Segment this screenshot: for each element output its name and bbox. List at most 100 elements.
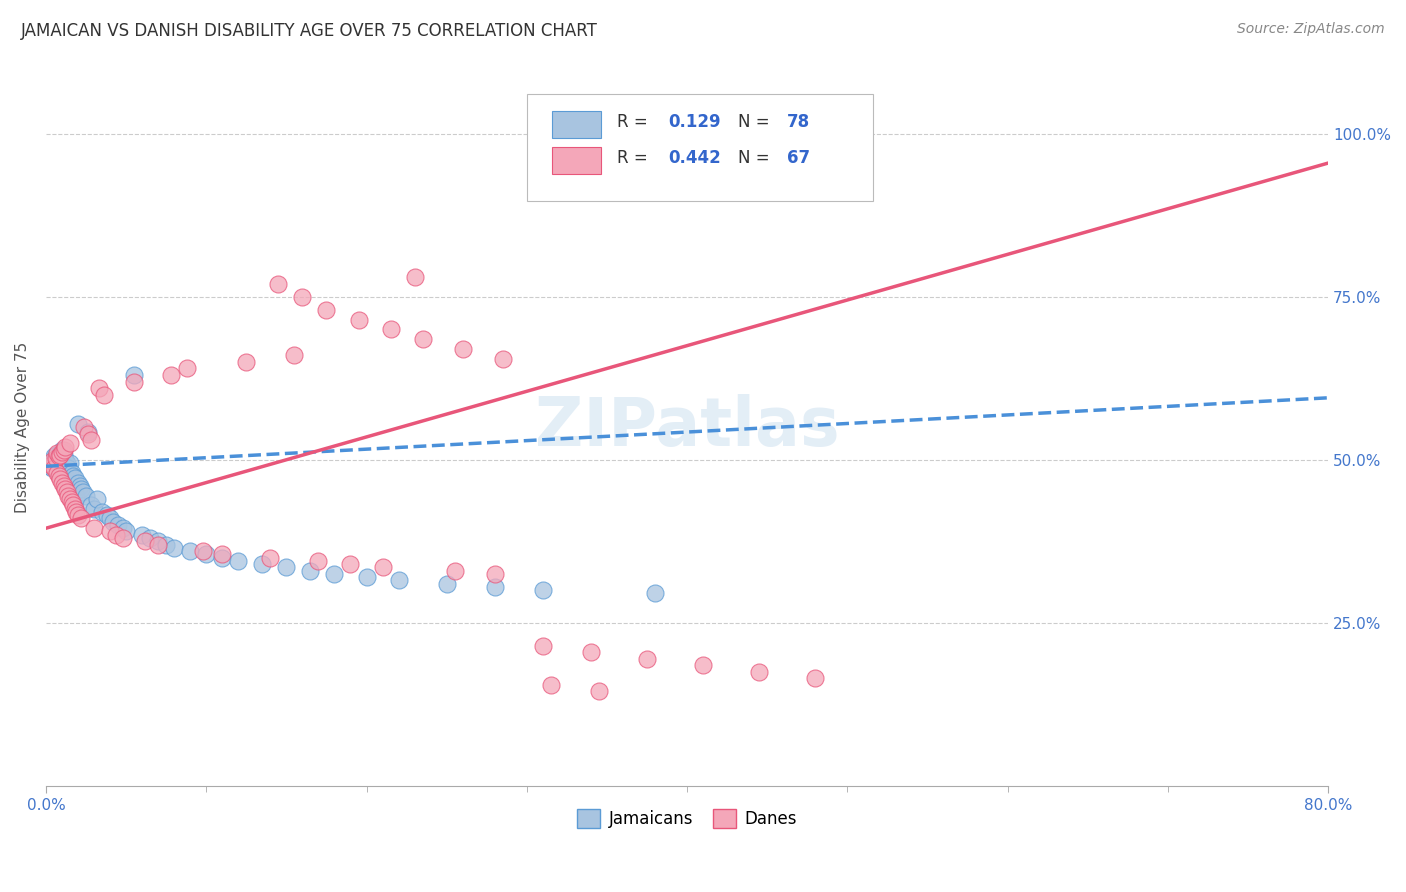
Point (226, 554, 249, 568)
Point (51, 442, 73, 457)
Point (163, 541, 186, 555)
Point (195, 547, 218, 561)
Point (52, 479, 75, 493)
Point (72, 485, 94, 500)
Point (62, 482, 84, 496)
Point (412, 332, 434, 346)
Point (49, 458, 72, 472)
Point (83, 501, 105, 516)
Point (53, 462, 76, 476)
Point (531, 583, 554, 598)
Text: N =: N = (738, 149, 770, 167)
Point (804, 671, 827, 685)
Point (58, 474, 80, 488)
Point (52, 448, 75, 462)
Point (52, 467, 75, 482)
Point (42, 450, 65, 464)
Point (56, 456, 79, 470)
Point (307, 554, 329, 568)
Point (49, 466, 72, 480)
Point (48, 456, 70, 470)
Point (58, 460, 80, 475)
Y-axis label: Disability Age Over 75: Disability Age Over 75 (15, 342, 30, 513)
Point (59, 436, 82, 450)
Point (111, 521, 134, 535)
Text: 0.129: 0.129 (668, 113, 720, 131)
Point (66, 417, 89, 431)
Point (160, 368, 183, 382)
Point (51, 469, 73, 483)
Point (56, 472, 79, 486)
Point (65, 505, 87, 519)
Point (69, 479, 91, 493)
Point (53, 471, 76, 485)
Point (315, 302, 337, 317)
Point (252, 557, 274, 571)
Point (484, 580, 506, 594)
Text: R =: R = (617, 113, 647, 131)
Point (107, 518, 129, 533)
Point (98, 511, 121, 525)
Point (387, 574, 409, 588)
Text: ZIPatlas: ZIPatlas (534, 394, 839, 460)
Point (80, 499, 103, 513)
Text: R =: R = (617, 149, 647, 167)
Point (540, 678, 562, 692)
Point (191, 544, 214, 558)
Point (53, 440, 76, 454)
Point (42, 460, 65, 475)
Point (323, 566, 346, 581)
Point (404, 270, 426, 285)
Point (122, 375, 145, 389)
Point (51, 462, 73, 476)
Point (52, 459, 75, 474)
Point (131, 527, 153, 541)
Point (579, 645, 602, 659)
Point (347, 312, 370, 326)
Point (56, 465, 79, 479)
Point (62, 499, 84, 513)
Text: 67: 67 (787, 149, 810, 167)
Point (66, 508, 89, 523)
Point (176, 361, 198, 376)
Point (53, 482, 76, 496)
Point (46, 446, 69, 460)
Point (56, 485, 79, 500)
Point (60, 466, 83, 480)
Point (46, 456, 69, 470)
Point (49, 448, 72, 462)
Point (80, 433, 103, 447)
Point (66, 475, 89, 490)
Point (59, 477, 82, 491)
Point (65, 489, 87, 503)
Legend: Jamaicans, Danes: Jamaicans, Danes (571, 802, 804, 835)
FancyBboxPatch shape (553, 146, 602, 174)
Point (39, 456, 62, 470)
Text: Source: ZipAtlas.com: Source: ZipAtlas.com (1237, 22, 1385, 37)
Point (155, 537, 177, 551)
Point (59, 456, 82, 470)
Text: JAMAICAN VS DANISH DISABILITY AGE OVER 75 CORRELATION CHART: JAMAICAN VS DANISH DISABILITY AGE OVER 7… (21, 22, 598, 40)
Point (49, 446, 72, 460)
Point (75, 489, 97, 503)
Point (111, 531, 134, 545)
Point (748, 665, 770, 679)
Point (492, 351, 515, 366)
Text: 0.442: 0.442 (668, 149, 720, 167)
Point (63, 485, 86, 500)
Point (299, 564, 322, 578)
Point (339, 557, 361, 571)
Point (87, 381, 110, 395)
Point (62, 469, 84, 483)
Point (644, 586, 666, 600)
Point (83, 521, 105, 535)
Point (96, 508, 118, 523)
Text: N =: N = (738, 113, 770, 131)
Point (63, 501, 86, 516)
Point (48, 469, 70, 483)
FancyBboxPatch shape (527, 94, 873, 202)
Point (52, 442, 75, 457)
Point (70, 482, 93, 496)
Point (531, 639, 554, 653)
Point (146, 537, 169, 551)
